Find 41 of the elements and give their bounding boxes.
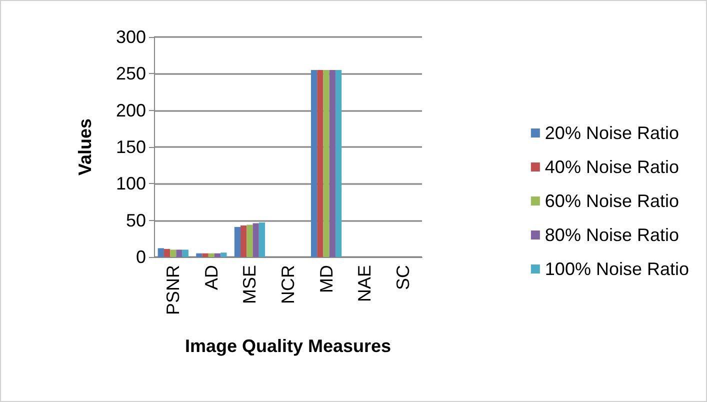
bar: [329, 70, 336, 257]
bar: [176, 250, 182, 257]
y-tick-label: 200: [116, 100, 146, 120]
bar: [335, 70, 342, 257]
bar: [310, 70, 318, 257]
x-tick-label: SC: [392, 265, 413, 290]
legend-label: 40% Noise Ratio: [544, 157, 679, 177]
bar: [214, 253, 221, 257]
y-tick-label: 250: [116, 64, 146, 84]
x-tick-label: MD: [316, 265, 336, 293]
y-tick-label: 0: [136, 247, 146, 267]
y-tick-label: 100: [116, 174, 146, 194]
x-tick-label: NAE: [354, 265, 375, 302]
bar: [158, 248, 164, 257]
bar: [258, 222, 266, 257]
x-axis-title: Image Quality Measures: [184, 336, 392, 356]
legend-label: 20% Noise Ratio: [544, 123, 679, 143]
bar: [170, 250, 176, 257]
bar: [234, 226, 241, 257]
bar: [240, 225, 247, 257]
x-tick-label: PSNR: [163, 265, 184, 316]
bar: [252, 223, 259, 257]
y-tick-label: 150: [116, 137, 146, 157]
bar: [220, 252, 227, 257]
bar: [164, 248, 170, 257]
bar: [246, 224, 253, 257]
bar: [323, 70, 330, 257]
x-tick-label: AD: [201, 265, 222, 290]
bar: [182, 250, 188, 257]
x-tick-label: NCR: [278, 265, 298, 304]
y-tick-label: 300: [116, 27, 146, 47]
legend-label: 80% Noise Ratio: [544, 225, 679, 245]
legend-label: 100% Noise Ratio: [544, 259, 690, 279]
bar: [202, 253, 208, 257]
bar: [317, 70, 324, 257]
legend-label: 60% Noise Ratio: [544, 191, 679, 211]
y-axis-title: Values: [75, 118, 95, 176]
y-tick-label: 50: [126, 210, 146, 230]
x-tick-label: MSE: [240, 265, 260, 304]
bar: [208, 253, 214, 257]
bar: [196, 253, 202, 257]
